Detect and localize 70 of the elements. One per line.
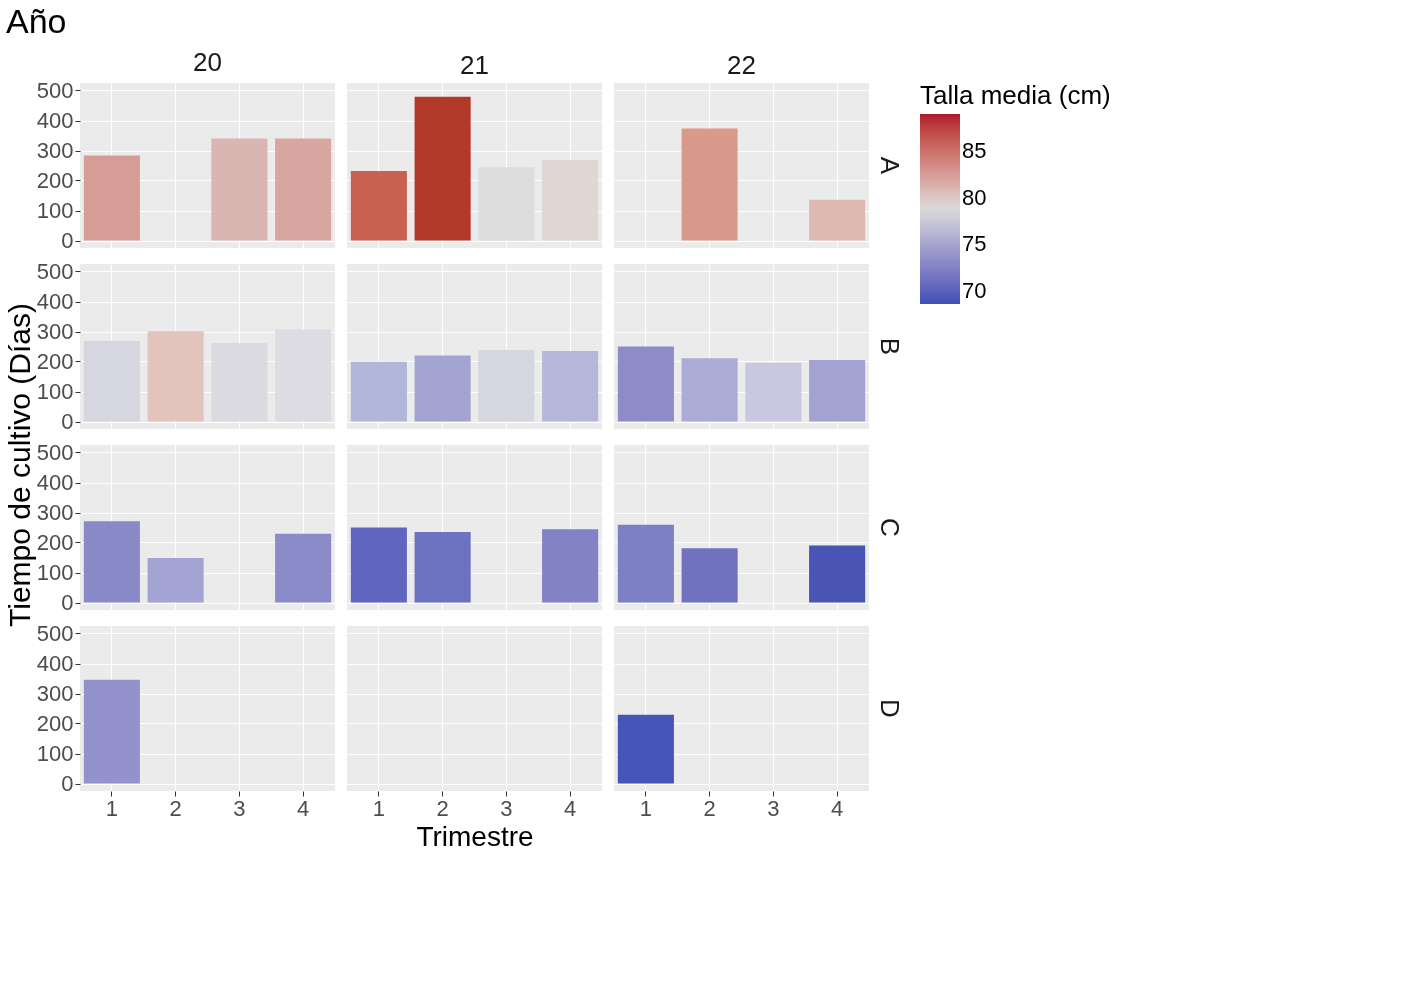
text: Año <box>6 1 67 40</box>
bar <box>542 351 599 422</box>
x-tick-label: 3 <box>233 795 246 821</box>
color-bar-label: 85 <box>962 138 987 164</box>
bar <box>681 358 738 422</box>
x-tick-label: 3 <box>500 795 513 821</box>
bar <box>350 170 407 241</box>
bar <box>414 355 471 422</box>
color-bar-label: 70 <box>962 277 987 303</box>
y-tick-label: 200 <box>36 168 74 193</box>
x-axis-title: Trimestre <box>416 820 534 852</box>
bar <box>83 341 140 422</box>
chart-title: 20 <box>193 46 222 77</box>
y-tick-label: 300 <box>36 500 74 525</box>
y2-axis-title: C <box>875 518 905 537</box>
y-tick-label: 0 <box>61 590 74 615</box>
y-tick-label: 100 <box>36 379 74 404</box>
y-tick-label: 0 <box>61 228 74 253</box>
y-tick-label: 0 <box>61 771 74 796</box>
y-tick-label: 200 <box>36 349 74 374</box>
y-tick-label: 400 <box>36 651 74 676</box>
x-tick-label: 1 <box>372 795 385 821</box>
chart-title: 21 <box>460 50 489 80</box>
x-tick-label: 2 <box>436 795 449 821</box>
y-tick-label: 400 <box>36 108 74 133</box>
bar <box>542 160 599 241</box>
x-tick-label: 4 <box>831 795 844 821</box>
y2-axis-title: A <box>875 156 905 175</box>
color-bar-label: 75 <box>962 231 987 257</box>
x-tick-label: 4 <box>564 795 577 821</box>
bar <box>414 96 471 241</box>
y-tick-label: 100 <box>36 198 74 223</box>
bar <box>147 331 204 422</box>
y-tick-label: 0 <box>61 409 74 434</box>
y-tick-label: 500 <box>36 259 74 284</box>
color-bar-title: Talla media (cm) <box>920 80 1111 110</box>
bar <box>809 360 866 422</box>
y-tick-label: 500 <box>36 440 74 465</box>
bar <box>478 350 535 422</box>
y-tick-label: 300 <box>36 319 74 344</box>
y-tick-label: 200 <box>36 711 74 736</box>
y-tick-label: 300 <box>36 681 74 706</box>
x-tick-label: 1 <box>639 795 652 821</box>
bar <box>211 342 268 422</box>
bar <box>617 346 674 422</box>
bar <box>350 361 407 422</box>
y-tick-label: 500 <box>36 78 74 103</box>
chart-title: 22 <box>727 50 756 80</box>
bar <box>275 533 332 603</box>
x-tick-label: 2 <box>703 795 716 821</box>
x-tick-label: 3 <box>767 795 780 821</box>
y-axis-title: Tiempo de cultivo (Días) <box>3 303 36 627</box>
color-bar-label: 80 <box>962 184 987 210</box>
bar <box>83 521 140 603</box>
y2-axis-title: B <box>875 337 905 356</box>
y-tick-label: 100 <box>36 741 74 766</box>
bar <box>478 167 535 241</box>
y-tick-label: 200 <box>36 530 74 555</box>
y2-axis-title: D <box>875 699 905 718</box>
x-tick-label: 4 <box>297 795 310 821</box>
x-tick-label: 2 <box>169 795 182 821</box>
y-tick-label: 500 <box>36 621 74 646</box>
y-tick-label: 100 <box>36 560 74 585</box>
y-tick-label: 400 <box>36 289 74 314</box>
bar <box>745 362 802 422</box>
bar <box>147 558 204 603</box>
bar <box>275 329 332 422</box>
y-tick-label: 300 <box>36 138 74 163</box>
y-tick-label: 400 <box>36 470 74 495</box>
x-tick-label: 1 <box>105 795 118 821</box>
